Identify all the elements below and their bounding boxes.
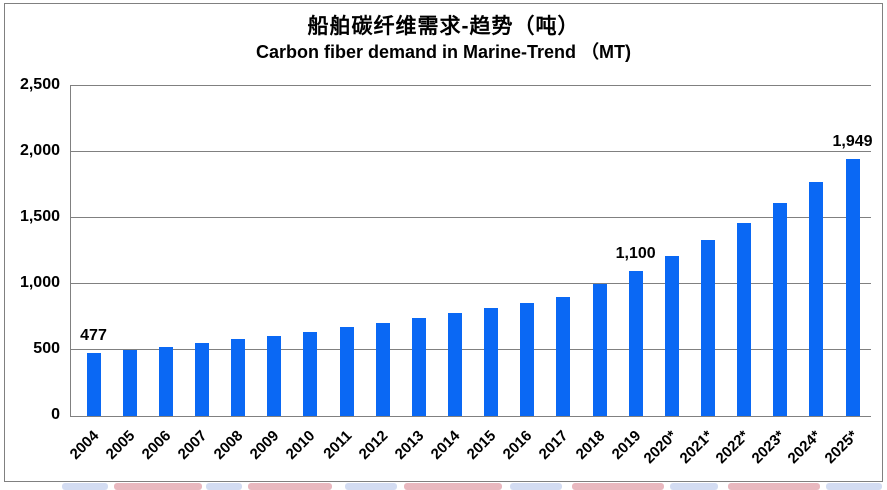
y-axis-tick-label: 2,000 [19,142,60,159]
gridline [71,349,871,350]
watermark-blob [510,483,562,490]
bar-2012 [375,322,390,416]
gridline [71,151,871,152]
bar-2008 [231,339,246,416]
bar-2021* [700,240,715,416]
plot-area: 477 1,100 1,949 [70,85,873,417]
chart-frame [4,3,883,482]
watermark-blob [206,483,242,490]
watermark-blob [728,483,820,490]
watermark-blob [670,483,718,490]
bar-2011 [339,327,354,416]
gridline [71,283,871,284]
bar-2005 [122,349,137,416]
y-axis-tick-label: 0 [51,406,60,423]
watermark-blob [572,483,664,490]
watermark-blob [62,483,108,490]
bar-2006 [158,346,173,416]
bar-2024* [809,182,824,416]
bar-2013 [411,318,426,416]
bar-value-label: 1,100 [615,244,656,262]
bar-2016 [520,302,535,416]
gridline [71,217,871,218]
chart-title: 船舶碳纤维需求-趋势（吨） [307,15,580,38]
bar-2019 [628,270,643,416]
watermark-blob [826,483,882,490]
watermark-blob [404,483,502,490]
bar-2010 [303,331,318,416]
watermark-blob [114,483,202,490]
watermark-blob [248,483,332,490]
bar-2020* [664,256,679,416]
watermark-strip [0,482,887,490]
bar-2004 [86,353,101,416]
y-axis-tick-label: 500 [33,340,60,357]
watermark-blob [345,483,397,490]
bar-2015 [484,308,499,416]
bar-2022* [737,222,752,416]
bar-2025* [845,158,860,416]
bar-2023* [773,203,788,416]
bar-2018 [592,284,607,416]
y-axis-tick-label: 1,500 [19,208,60,225]
bar-2009 [267,335,282,416]
y-axis-tick-label: 1,000 [19,274,60,291]
bar-value-label: 1,949 [832,132,873,150]
bar-2017 [556,297,571,416]
chart-subtitle: Carbon fiber demand in Marine-Trend （MT) [255,42,632,62]
bar-2007 [194,343,209,416]
bar-2014 [447,313,462,416]
bar-value-label: 477 [80,327,107,345]
y-axis-tick-label: 2,500 [19,76,60,93]
